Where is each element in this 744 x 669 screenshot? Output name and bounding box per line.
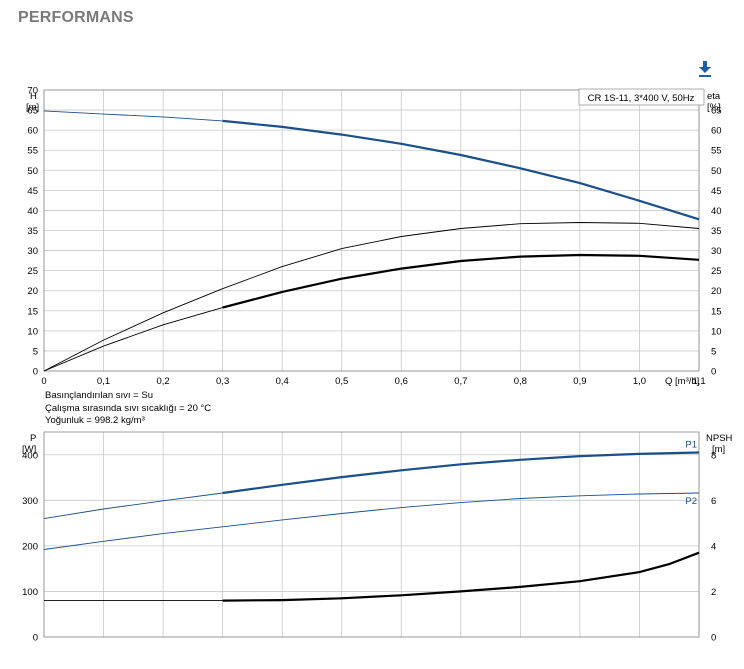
y-right-tick-label: 5 [711, 346, 716, 357]
series-label-p1: P1 [685, 440, 697, 451]
y-left-tick-label: 5 [33, 346, 38, 357]
x-tick-label: 0 [41, 376, 46, 387]
series-line-1-extended [43, 492, 700, 550]
y-right-tick-label: 8 [711, 450, 716, 461]
fluid-info: Basınçlandırılan sıvı = Su Çalışma sıras… [45, 390, 211, 428]
y-right-tick-label: 20 [711, 286, 722, 297]
head-efficiency-chart: H [m] eta [%] Q [m³/h] 0 0,1 0,2 0,3 0,4 0,5 0… [26, 86, 722, 388]
series-line-2 [222, 551, 700, 602]
y-right-axis-label: eta [707, 91, 721, 102]
y-left-tick-label: 20 [27, 286, 38, 297]
series-line-0 [222, 451, 700, 495]
y-right-tick-label: 50 [711, 166, 722, 177]
y-right-tick-label: 10 [711, 326, 722, 337]
y-right-tick-label: 6 [711, 496, 716, 507]
y-right-axis-unit: [m] [712, 444, 725, 455]
y-left-tick-label: 0 [33, 367, 38, 378]
x-tick-label: 0,3 [216, 376, 229, 387]
plot-frame [43, 89, 700, 372]
x-tick-label: 0,7 [454, 376, 467, 387]
y-left-tick-label: 400 [22, 450, 38, 461]
y-left-tick-label: 10 [27, 326, 38, 337]
y-left-tick-label: 35 [27, 226, 38, 237]
y-left-tick-label: 50 [27, 166, 38, 177]
y-right-tick-label: 25 [711, 266, 722, 277]
y-right-tick-label: 0 [711, 367, 716, 378]
y-right-axis-unit: [%] [707, 102, 721, 113]
fluid-info-density: Yoğunluk = 998.2 kg/m³ [45, 415, 145, 426]
y-left-tick-label: 200 [22, 541, 38, 552]
y-right-axis-label: NPSH [706, 433, 733, 444]
y-left-tick-label: 60 [27, 126, 38, 137]
series-line-0-extended [43, 492, 223, 520]
x-tick-label: 0,2 [156, 376, 169, 387]
y-right-tick-label: 65 [711, 106, 722, 117]
x-tick-label: 0,9 [573, 376, 586, 387]
x-tick-label: 1,0 [633, 376, 646, 387]
plot-frame [43, 431, 700, 638]
series-line-2 [222, 253, 700, 309]
y-right-tick-label: 4 [711, 541, 716, 552]
y-right-tick-label: 45 [711, 186, 722, 197]
y-left-tick-label: 25 [27, 266, 38, 277]
y-left-axis-unit: [W] [22, 444, 36, 455]
y-left-tick-label: 30 [27, 246, 38, 257]
y-left-tick-label: 65 [27, 106, 38, 117]
y-left-tick-label: 40 [27, 206, 38, 217]
x-tick-label: 0,6 [395, 376, 408, 387]
y-left-tick-label: 55 [27, 146, 38, 157]
y-left-tick-label: 0 [33, 633, 38, 644]
y-right-tick-label: 40 [711, 206, 722, 217]
y-left-axis-unit: [m] [26, 102, 39, 113]
x-tick-label: 0,4 [276, 376, 289, 387]
x-tick-label: 1,1 [692, 376, 705, 387]
page-title: PERFORMANS [18, 9, 134, 26]
series-line-0-extended [43, 110, 223, 122]
series-label-p2: P2 [685, 496, 697, 507]
fluid-info-temperature: Çalışma sırasında sıvı sıcaklığı = 20 °C [45, 402, 212, 414]
y-left-axis-label: P [30, 433, 36, 444]
series-line-1-extended [43, 222, 700, 372]
y-right-tick-label: 0 [711, 633, 716, 644]
x-tick-label: 0,1 [97, 376, 110, 387]
legend-box [578, 88, 705, 106]
fluid-info-liquid: Basınçlandırılan sıvı = Su [45, 390, 153, 401]
y-left-tick-label: 70 [27, 86, 38, 97]
y-left-axis-label: H [30, 91, 37, 102]
legend-box-text: CR 1S-11, 3*400 V, 50Hz [588, 93, 695, 104]
y-left-tick-label: 45 [27, 186, 38, 197]
y-right-tick-label: 60 [711, 126, 722, 137]
x-tick-label: 0,5 [335, 376, 348, 387]
download-icon[interactable] [697, 60, 713, 78]
power-npsh-chart: P [W] NPSH [m] 0 100 200 300 400 0 2 4 6 8 P1 P2 [22, 431, 733, 644]
x-axis-label: Q [m³/h] [665, 376, 699, 387]
y-right-tick-label: 15 [711, 306, 722, 317]
y-right-tick-label: 55 [711, 146, 722, 157]
y-right-tick-label: 30 [711, 246, 722, 257]
y-left-tick-label: 100 [22, 587, 38, 598]
series-line-0 [222, 119, 700, 221]
y-right-tick-label: 35 [711, 226, 722, 237]
series-line-2-extended [43, 307, 223, 372]
y-right-tick-label: 2 [711, 587, 716, 598]
x-tick-label: 0,8 [514, 376, 527, 387]
y-left-tick-label: 15 [27, 306, 38, 317]
y-left-tick-label: 300 [22, 496, 38, 507]
